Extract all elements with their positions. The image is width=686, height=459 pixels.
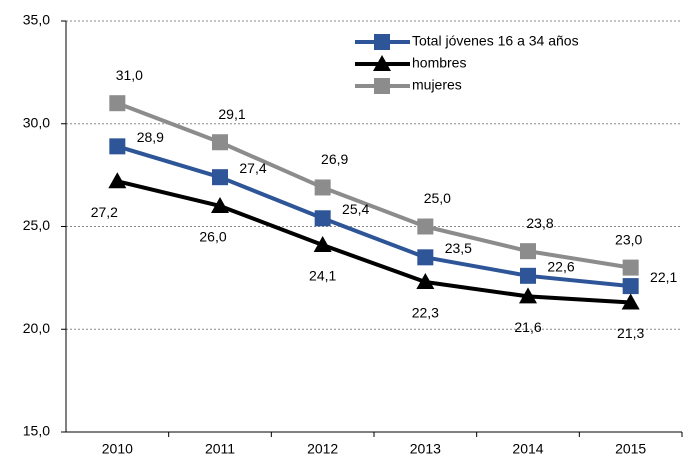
point — [313, 235, 332, 252]
legend-label: hombres — [412, 55, 466, 71]
series-line — [116, 101, 631, 270]
legend-marker — [374, 34, 390, 50]
data-label: 21,3 — [617, 325, 644, 341]
legend-marker — [374, 78, 390, 94]
data-label: 29,1 — [218, 106, 245, 122]
data-label: 27,4 — [239, 160, 266, 176]
point — [314, 210, 331, 227]
x-tick-label: 2013 — [410, 441, 441, 457]
point — [621, 293, 640, 310]
point — [519, 287, 537, 304]
y-tick-label: 25,0 — [23, 217, 50, 233]
point — [211, 196, 229, 213]
point — [417, 218, 434, 235]
x-tick-label: 2014 — [512, 441, 543, 457]
y-tick-label: 15,0 — [23, 423, 50, 439]
y-tick-label: 35,0 — [23, 12, 50, 28]
data-label: 22,3 — [412, 305, 439, 321]
point — [212, 169, 228, 186]
x-tick-label: 2010 — [102, 441, 133, 457]
legend-marker — [373, 55, 391, 71]
series-line — [116, 144, 631, 289]
legend-label: Total jóvenes 16 a 34 años — [412, 33, 579, 49]
point — [622, 278, 639, 295]
data-label: 25,0 — [424, 190, 451, 206]
data-label: 26,9 — [321, 151, 348, 167]
data-label: 28,9 — [137, 129, 164, 145]
y-tick-label: 30,0 — [23, 114, 50, 130]
point — [622, 259, 639, 276]
point — [212, 134, 228, 151]
point — [108, 172, 127, 189]
data-label: 27,2 — [91, 204, 118, 220]
point — [109, 95, 126, 112]
y-tick-label: 20,0 — [23, 320, 50, 336]
data-label: 26,0 — [199, 229, 226, 245]
legend-label: mujeres — [412, 77, 462, 93]
point — [520, 267, 536, 284]
data-label: 24,1 — [309, 268, 336, 284]
data-label: 23,0 — [615, 231, 642, 247]
series-line — [116, 179, 631, 305]
point — [109, 138, 126, 155]
data-label: 21,6 — [514, 319, 541, 335]
data-label: 23,5 — [445, 240, 472, 256]
point — [314, 179, 331, 196]
point — [520, 243, 536, 260]
x-tick-label: 2015 — [615, 441, 646, 457]
data-label: 23,8 — [526, 215, 553, 231]
data-label: 31,0 — [116, 67, 143, 83]
x-tick-label: 2011 — [205, 441, 235, 457]
data-label: 22,1 — [650, 269, 677, 285]
x-tick-label: 2012 — [307, 441, 338, 457]
point — [416, 272, 435, 289]
data-label: 22,6 — [547, 259, 574, 275]
data-label: 25,4 — [342, 201, 369, 217]
point — [417, 249, 434, 266]
